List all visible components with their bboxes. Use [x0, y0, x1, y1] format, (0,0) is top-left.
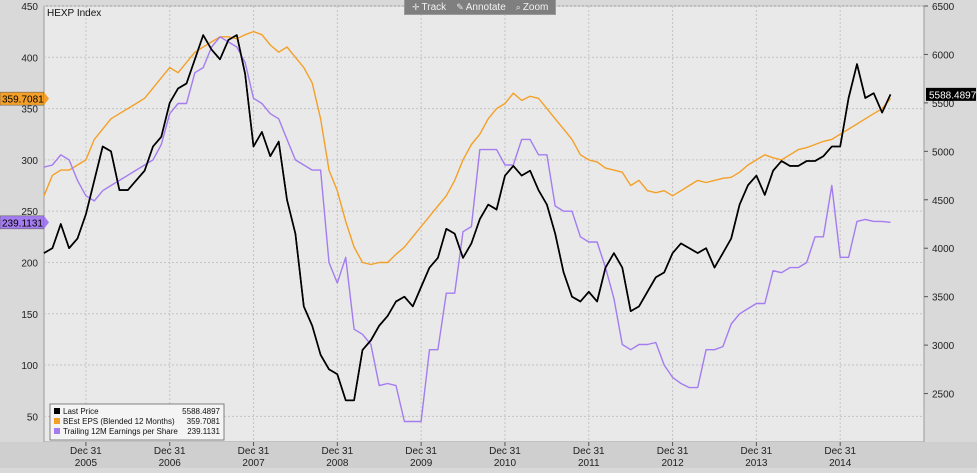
magnifier-icon: ⌕ [515, 1, 521, 12]
chart-title: HEXP Index [47, 8, 101, 19]
right-axis-tick-label: 6500 [932, 2, 955, 13]
x-axis-year-label: 2014 [829, 458, 852, 468]
x-axis-tick-label: Dec 31 [741, 446, 773, 457]
right-axis-tick-label: 3500 [932, 293, 955, 304]
legend-swatch [54, 428, 60, 434]
legend-label: Last Price [63, 407, 99, 416]
x-axis-tick-label: Dec 31 [70, 446, 102, 457]
last-price-value-tag-text: 5588.4897 [929, 90, 977, 101]
x-axis-year-label: 2007 [242, 458, 265, 468]
eps-value-tag-pointer [44, 92, 49, 106]
plus-crosshair-icon: ✛ [412, 1, 420, 12]
x-axis-year-label: 2006 [159, 458, 182, 468]
x-axis-tick-label: Dec 31 [154, 446, 186, 457]
right-axis-tick-label: 4500 [932, 196, 955, 207]
annotate-label: Annotate [465, 1, 506, 13]
right-axis-tick-label: 4000 [932, 244, 955, 255]
x-axis-tick-label: Dec 31 [657, 446, 689, 457]
zoom-label: Zoom [522, 1, 549, 13]
legend-box [49, 403, 225, 441]
track-label: Track [421, 1, 447, 13]
series-line-last-price [43, 34, 892, 402]
legend-swatch [54, 408, 60, 414]
trailing-eps-value-tag-pointer [44, 215, 49, 229]
x-axis-tick-label: Dec 31 [573, 446, 605, 457]
left-axis-tick-label: 450 [21, 2, 38, 13]
legend-value: 359.7081 [187, 417, 221, 426]
legend-swatch [54, 418, 60, 424]
track-button[interactable]: ✛ Track [409, 0, 449, 14]
pencil-icon: ✎ [456, 1, 464, 12]
plot-area [43, 5, 925, 443]
x-axis-year-label: 2010 [494, 458, 517, 468]
left-axis-tick-label: 250 [21, 207, 38, 218]
legend-value: 5588.4897 [182, 407, 220, 416]
legend-value: 239.1131 [187, 427, 220, 436]
x-axis-year-label: 2008 [326, 458, 349, 468]
x-axis-tick-label: Dec 31 [405, 446, 437, 457]
trailing-eps-value-tag-text: 239.1131 [2, 218, 43, 229]
chart-toolbar: ✛ Track ✎ Annotate ⌕ Zoom [404, 0, 557, 15]
right-axis-tick-label: 5000 [932, 147, 955, 158]
series-line-2 [43, 36, 891, 423]
x-axis-year-label: 2009 [410, 458, 433, 468]
x-axis-year-label: 2013 [745, 458, 768, 468]
x-axis-year-label: 2005 [75, 458, 98, 468]
zoom-button[interactable]: ⌕ Zoom [513, 0, 552, 14]
right-axis-tick-label: 6000 [932, 50, 955, 61]
series-line-1 [43, 30, 892, 266]
left-axis-tick-label: 150 [21, 310, 38, 321]
right-axis-tick-label: 2500 [932, 390, 955, 401]
last-price-value-tag-box [926, 87, 976, 101]
left-axis-tick-label: 400 [21, 53, 38, 64]
annotate-button[interactable]: ✎ Annotate [453, 0, 509, 14]
left-axis-tick-label: 200 [21, 258, 38, 269]
right-axis-tick-label: 3000 [932, 341, 955, 352]
left-axis-tick-label: 350 [21, 105, 38, 116]
x-axis-tick-label: Dec 31 [238, 446, 270, 457]
x-axis-tick-label: Dec 31 [824, 446, 856, 457]
left-axis-tick-label: 100 [21, 361, 38, 372]
legend-label: BEst EPS (Blended 12 Months) [63, 417, 175, 426]
left-axis-tick-label: 50 [27, 412, 39, 423]
x-axis-tick-label: Dec 31 [489, 446, 521, 457]
x-axis-year-label: 2012 [661, 458, 684, 468]
left-axis-tick-label: 300 [21, 156, 38, 167]
x-axis-year-label: 2011 [578, 458, 600, 468]
x-axis-band [0, 442, 977, 468]
right-axis-tick-label: 5500 [932, 99, 955, 110]
legend-label: Trailing 12M Earnings per Share [63, 427, 178, 436]
x-axis-tick-label: Dec 31 [321, 446, 353, 457]
eps-value-tag-text: 359.7081 [2, 95, 44, 106]
